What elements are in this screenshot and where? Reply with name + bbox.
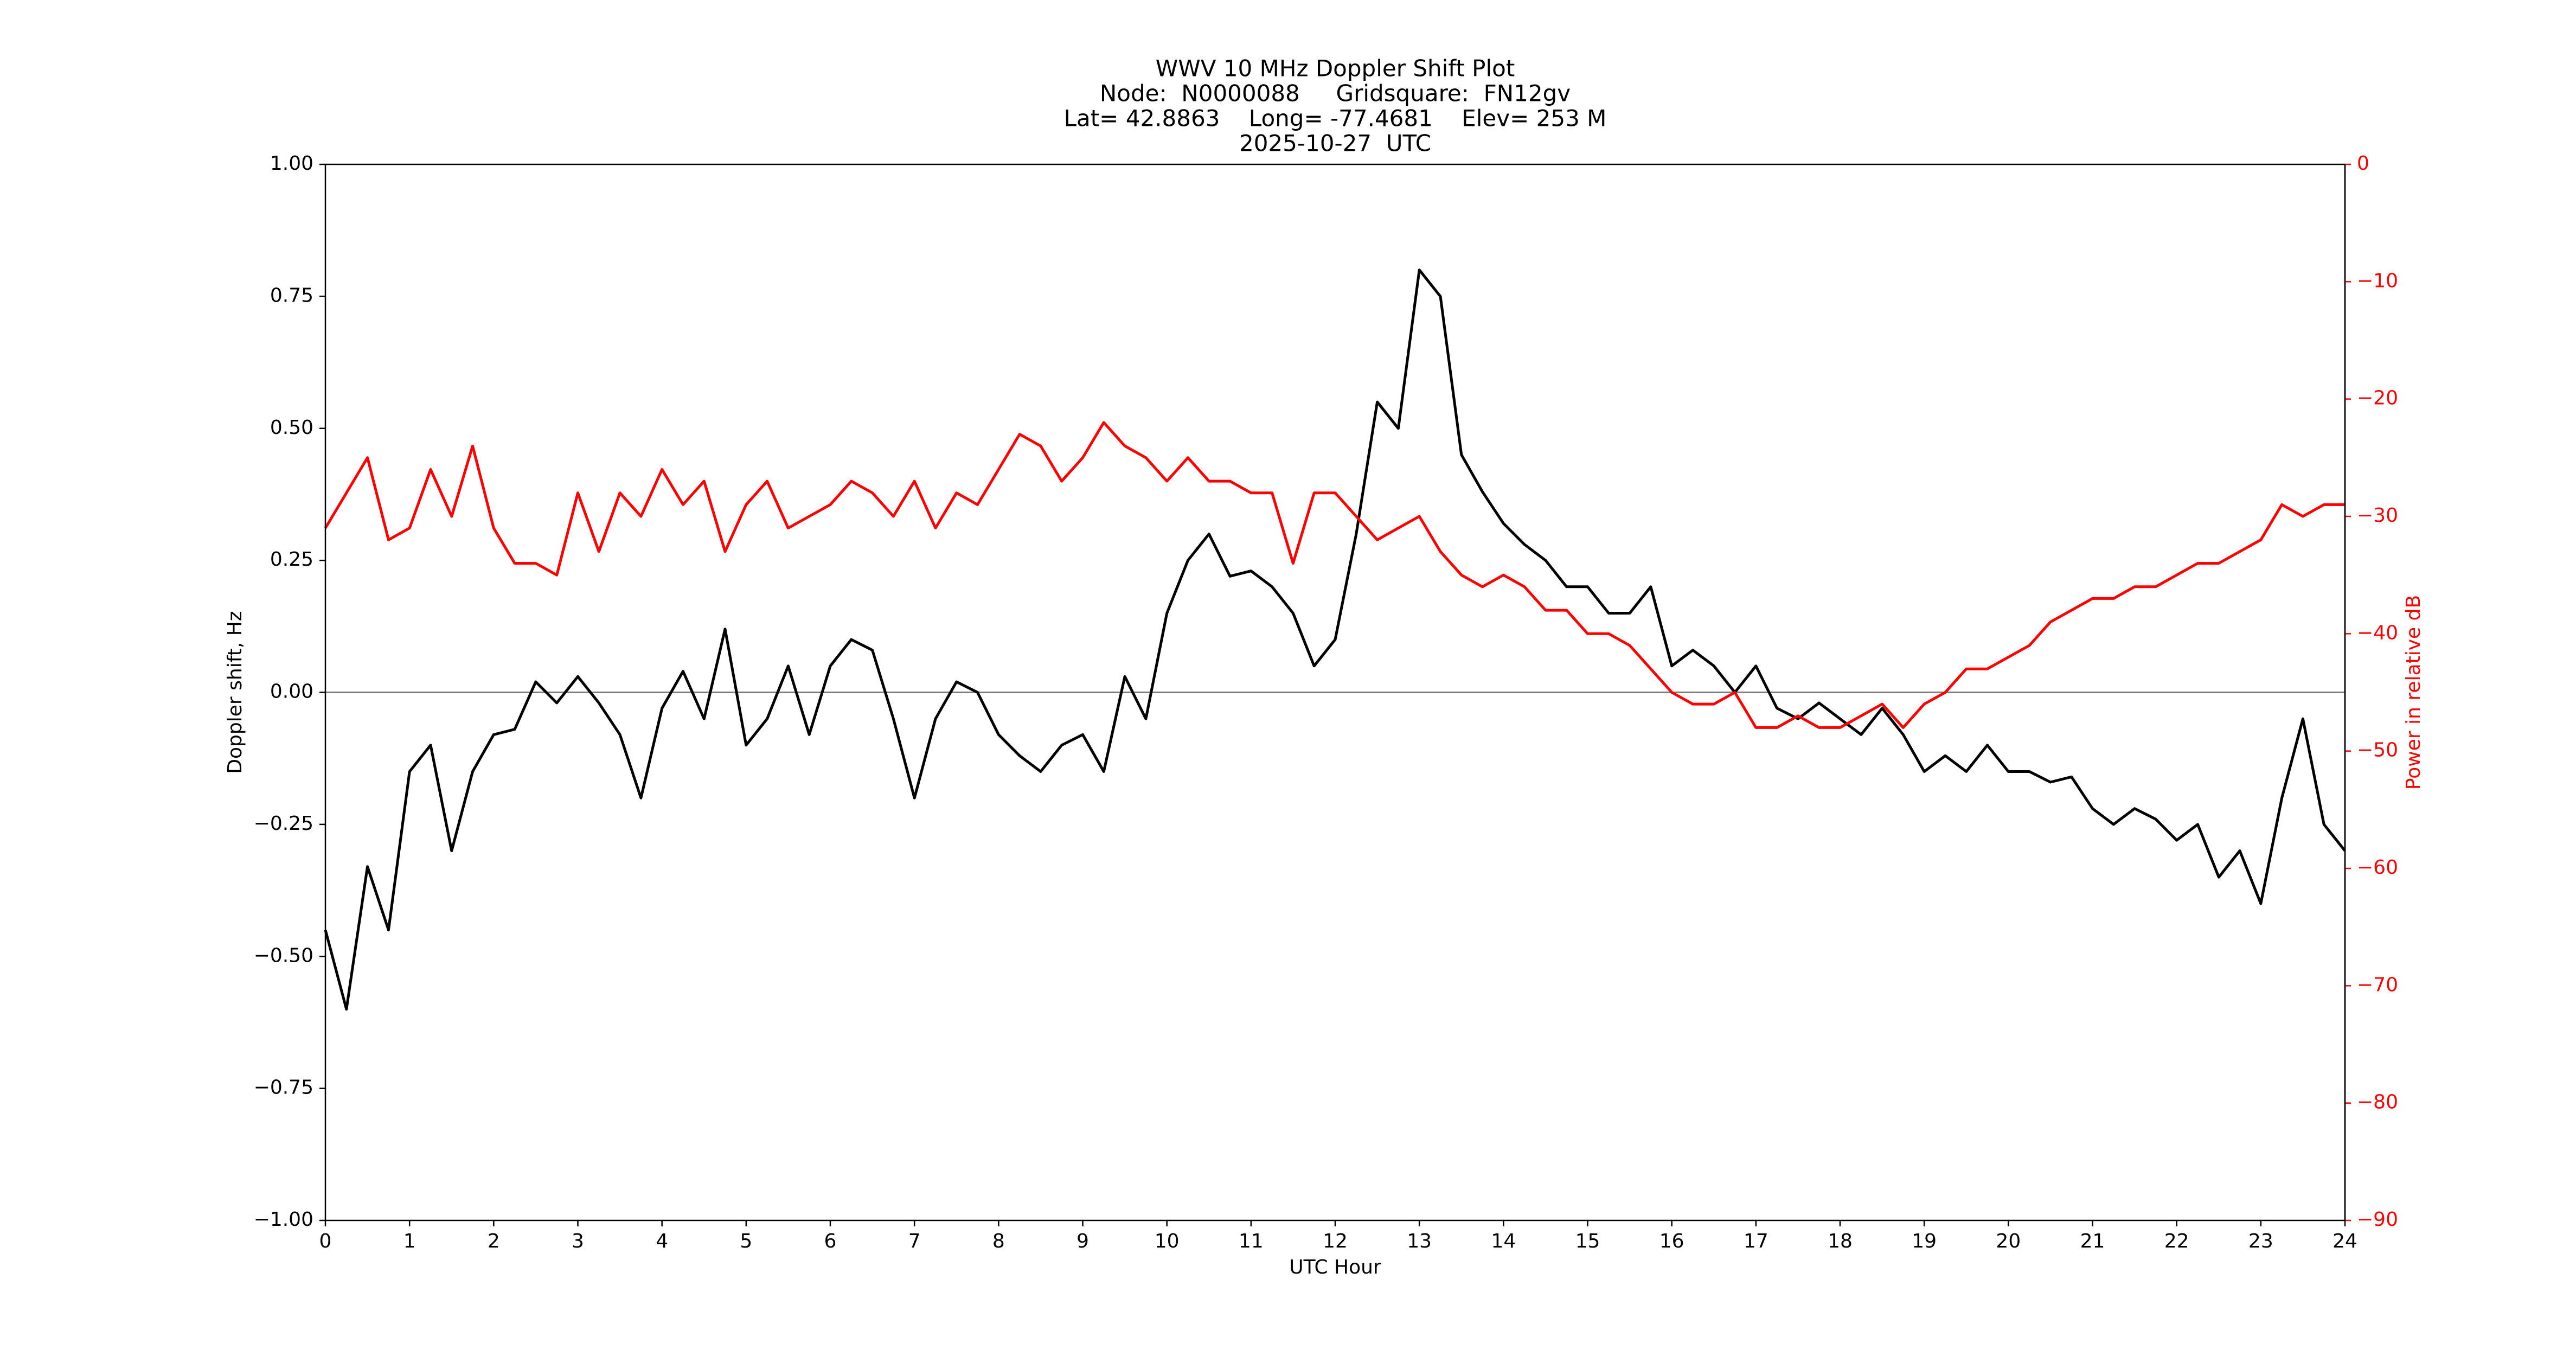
series-line	[324, 421, 2345, 729]
x-tick-label: 12	[1323, 1230, 1348, 1252]
y2-tick-label: 0	[2357, 152, 2369, 175]
x-tick-label: 20	[1996, 1230, 2021, 1252]
x-tick-label: 13	[1407, 1230, 1432, 1252]
y2-tick-label: −70	[2357, 974, 2398, 996]
y-tick-label: 0.00	[270, 681, 313, 703]
x-tick-label: 5	[740, 1230, 752, 1252]
x-axis-label: UTC Hour	[1289, 1256, 1381, 1278]
x-tick-label: 14	[1491, 1230, 1516, 1252]
y-tick-label: 0.50	[270, 417, 313, 439]
y2-axis-label: Power in relative dB	[2402, 595, 2425, 790]
x-tick-label: 21	[2080, 1230, 2105, 1252]
chart-title: WWV 10 MHz Doppler Shift Plot	[1156, 55, 1515, 82]
x-tick-label: 9	[1076, 1230, 1089, 1252]
y-tick-label: −1.00	[254, 1208, 313, 1231]
x-tick-label: 16	[1659, 1230, 1684, 1252]
chart-title: Node: N0000088 Gridsquare: FN12gv	[1100, 80, 1571, 107]
y2-tick-label: −30	[2357, 504, 2398, 527]
x-tick-label: 17	[1744, 1230, 1768, 1252]
y2-tick-label: −50	[2357, 739, 2398, 762]
x-tick-label: 22	[2164, 1230, 2189, 1252]
y-tick-label: −0.50	[254, 944, 313, 967]
series-line	[324, 268, 2346, 1011]
chart-title: 2025-10-27 UTC	[1239, 130, 1431, 157]
x-tick-label: 1	[403, 1230, 416, 1252]
y-tick-label: 0.75	[270, 284, 313, 306]
x-tick-label: 2	[488, 1230, 500, 1252]
y2-tick-label: −40	[2357, 622, 2398, 644]
y2-tick-label: −80	[2357, 1091, 2398, 1114]
x-tick-label: 3	[572, 1230, 584, 1252]
y-tick-label: 1.00	[270, 152, 313, 175]
y2-tick-label: −60	[2357, 856, 2398, 879]
x-tick-label: 8	[992, 1230, 1005, 1252]
y2-tick-label: −10	[2357, 270, 2398, 292]
x-tick-label: 11	[1239, 1230, 1264, 1252]
x-tick-label: 24	[2333, 1230, 2357, 1252]
x-tick-label: 19	[1912, 1230, 1937, 1252]
x-tick-label: 23	[2248, 1230, 2273, 1252]
x-tick-label: 10	[1155, 1230, 1180, 1252]
y2-tick-label: −20	[2357, 387, 2398, 410]
x-tick-label: 7	[908, 1230, 921, 1252]
y-tick-label: −0.25	[254, 813, 313, 835]
x-tick-label: 0	[319, 1230, 332, 1252]
y-tick-label: 0.25	[270, 548, 313, 571]
y-axis-label: Doppler shift, Hz	[224, 611, 246, 773]
x-tick-label: 18	[1828, 1230, 1853, 1252]
chart-title: Lat= 42.8863 Long= -77.4681 Elev= 253 M	[1064, 105, 1607, 132]
x-tick-label: 4	[656, 1230, 668, 1252]
y2-tick-label: −90	[2357, 1208, 2398, 1231]
x-tick-label: 15	[1575, 1230, 1600, 1252]
y-tick-label: −0.75	[254, 1077, 313, 1099]
x-tick-label: 6	[824, 1230, 837, 1252]
